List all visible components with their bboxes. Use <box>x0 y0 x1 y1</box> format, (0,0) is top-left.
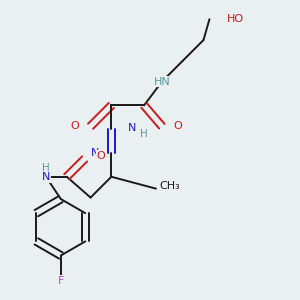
Text: N: N <box>128 123 136 133</box>
Text: H: H <box>140 129 147 139</box>
Text: N: N <box>42 172 50 182</box>
Text: O: O <box>70 121 79 131</box>
Text: CH₃: CH₃ <box>159 181 180 191</box>
Text: O: O <box>174 121 182 131</box>
Text: H: H <box>42 163 50 173</box>
Text: F: F <box>58 276 64 286</box>
Text: O: O <box>97 151 105 161</box>
Text: N: N <box>91 148 100 158</box>
Text: HO: HO <box>227 14 244 24</box>
Text: HN: HN <box>154 76 170 87</box>
